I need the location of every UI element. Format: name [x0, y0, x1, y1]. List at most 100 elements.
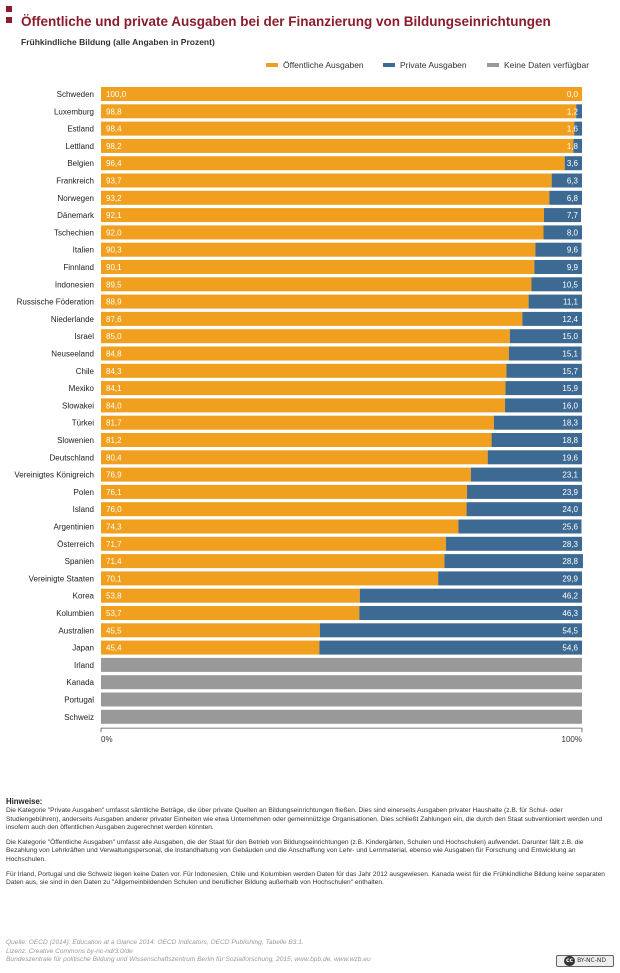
- data-label-public: 89,5: [106, 280, 122, 289]
- data-label-private: 28,8: [562, 557, 578, 566]
- bar-private: [573, 138, 582, 153]
- source-line: Quelle: OECD (2014): Education at a Glan…: [6, 939, 304, 946]
- bar-public: [101, 554, 445, 569]
- notes-section: Hinweise: Die Kategorie "Private Ausgabe…: [6, 797, 612, 895]
- notes-paragraph-missing-data: Für Irland, Portugal und die Schweiz lie…: [6, 871, 605, 887]
- x-tick-label: 0%: [101, 735, 113, 744]
- bar-public: [101, 484, 468, 499]
- data-label-public: 70,1: [106, 574, 122, 583]
- bar-private: [467, 484, 582, 499]
- bar-private: [470, 467, 582, 482]
- notes-heading: Hinweise:: [6, 797, 43, 806]
- bar-public: [101, 87, 582, 101]
- bar-nodata: [101, 692, 582, 707]
- legend-label-nodata: Keine Daten verfügbar: [504, 60, 590, 70]
- legend-swatch-private: [383, 62, 395, 67]
- bar-public: [101, 536, 446, 551]
- data-label-private: 18,3: [562, 419, 578, 428]
- bar-public: [101, 346, 509, 361]
- data-label-public: 53,7: [106, 609, 122, 618]
- legend-label-public: Öffentliche Ausgaben: [283, 60, 364, 70]
- data-label-private: 15,1: [562, 350, 578, 359]
- cc-logo-icon: cc: [564, 956, 576, 966]
- bar-private: [535, 242, 582, 257]
- category-label: Kolumbien: [56, 609, 94, 618]
- bar-public: [101, 190, 550, 205]
- bar-public: [101, 156, 565, 171]
- category-label: Portugal: [64, 696, 94, 705]
- data-label-public: 100,0: [106, 90, 127, 99]
- data-label-public: 81,7: [106, 419, 122, 428]
- bar-public: [101, 381, 506, 396]
- data-label-private: 54,6: [562, 644, 578, 653]
- category-label: Vereinigte Staaten: [29, 574, 94, 583]
- category-label: Island: [73, 505, 94, 514]
- data-label-private: 0,0: [567, 90, 579, 99]
- data-label-private: 16,0: [562, 401, 578, 410]
- data-label-private: 24,0: [562, 505, 578, 514]
- bar-private: [458, 519, 582, 534]
- data-label-private: 23,1: [562, 471, 578, 480]
- bar-public: [101, 138, 574, 153]
- bar-private: [487, 450, 582, 465]
- bar-public: [101, 294, 529, 309]
- category-label: Neuseeland: [51, 350, 94, 359]
- data-label-private: 15,7: [562, 367, 578, 376]
- cc-license-badge[interactable]: cc BY-NC-ND: [556, 955, 614, 967]
- bar-public: [101, 225, 544, 240]
- data-label-public: 90,1: [106, 263, 122, 272]
- data-label-private: 25,6: [562, 523, 578, 532]
- legend-item-public: Öffentliche Ausgaben: [266, 60, 364, 70]
- data-label-public: 74,3: [106, 523, 122, 532]
- bar-public: [101, 311, 523, 326]
- category-label: Frankreich: [56, 177, 94, 186]
- bar-public: [101, 104, 577, 119]
- category-label: Kanada: [66, 678, 94, 687]
- category-label: Niederlande: [51, 315, 95, 324]
- data-label-private: 12,4: [562, 315, 578, 324]
- bar-private: [528, 294, 582, 309]
- category-label: Finnland: [63, 263, 94, 272]
- bar-public: [101, 623, 320, 638]
- bar-private: [491, 433, 582, 447]
- bar-public: [101, 450, 488, 465]
- bar-private: [544, 208, 582, 223]
- data-label-public: 84,0: [106, 401, 122, 410]
- bar-public: [101, 121, 575, 136]
- chart-subtitle: Frühkindliche Bildung (alle Angaben in P…: [21, 37, 215, 47]
- data-label-private: 18,8: [562, 436, 578, 445]
- data-label-public: 92,0: [106, 228, 122, 237]
- category-label: Tschechien: [54, 228, 94, 237]
- bar-public: [101, 433, 492, 447]
- data-label-public: 88,9: [106, 298, 122, 307]
- category-label: Deutschland: [50, 453, 94, 462]
- bar-private: [509, 329, 582, 344]
- title-marker-square-bottom: [6, 17, 12, 23]
- bar-public: [101, 415, 494, 430]
- bar-private: [549, 190, 582, 205]
- bar-private: [506, 363, 582, 378]
- bar-private: [444, 554, 583, 569]
- bar-private: [551, 173, 582, 188]
- data-label-private: 6,3: [567, 177, 579, 186]
- legend-swatch-nodata: [487, 62, 499, 67]
- bar-public: [101, 571, 439, 586]
- category-label: Irland: [74, 661, 94, 670]
- category-label: Estland: [67, 125, 94, 134]
- data-label-private: 29,9: [562, 574, 578, 583]
- notes-paragraph-private: Die Kategorie "Private Ausgaben" umfasst…: [6, 807, 603, 831]
- data-label-public: 76,9: [106, 471, 122, 480]
- data-label-private: 54,5: [562, 626, 578, 635]
- bar-private: [445, 536, 582, 551]
- bar-public: [101, 398, 506, 413]
- data-label-public: 93,2: [106, 194, 122, 203]
- data-label-private: 3,6: [567, 159, 579, 168]
- bar-private: [319, 640, 582, 655]
- data-label-public: 85,0: [106, 332, 122, 341]
- data-label-public: 76,0: [106, 505, 122, 514]
- source-block: Quelle: OECD (2014): Education at a Glan…: [6, 939, 371, 965]
- category-label: Norwegen: [58, 194, 94, 203]
- data-label-private: 28,3: [562, 540, 578, 549]
- bar-private: [564, 156, 582, 171]
- category-label: Mexiko: [69, 384, 95, 393]
